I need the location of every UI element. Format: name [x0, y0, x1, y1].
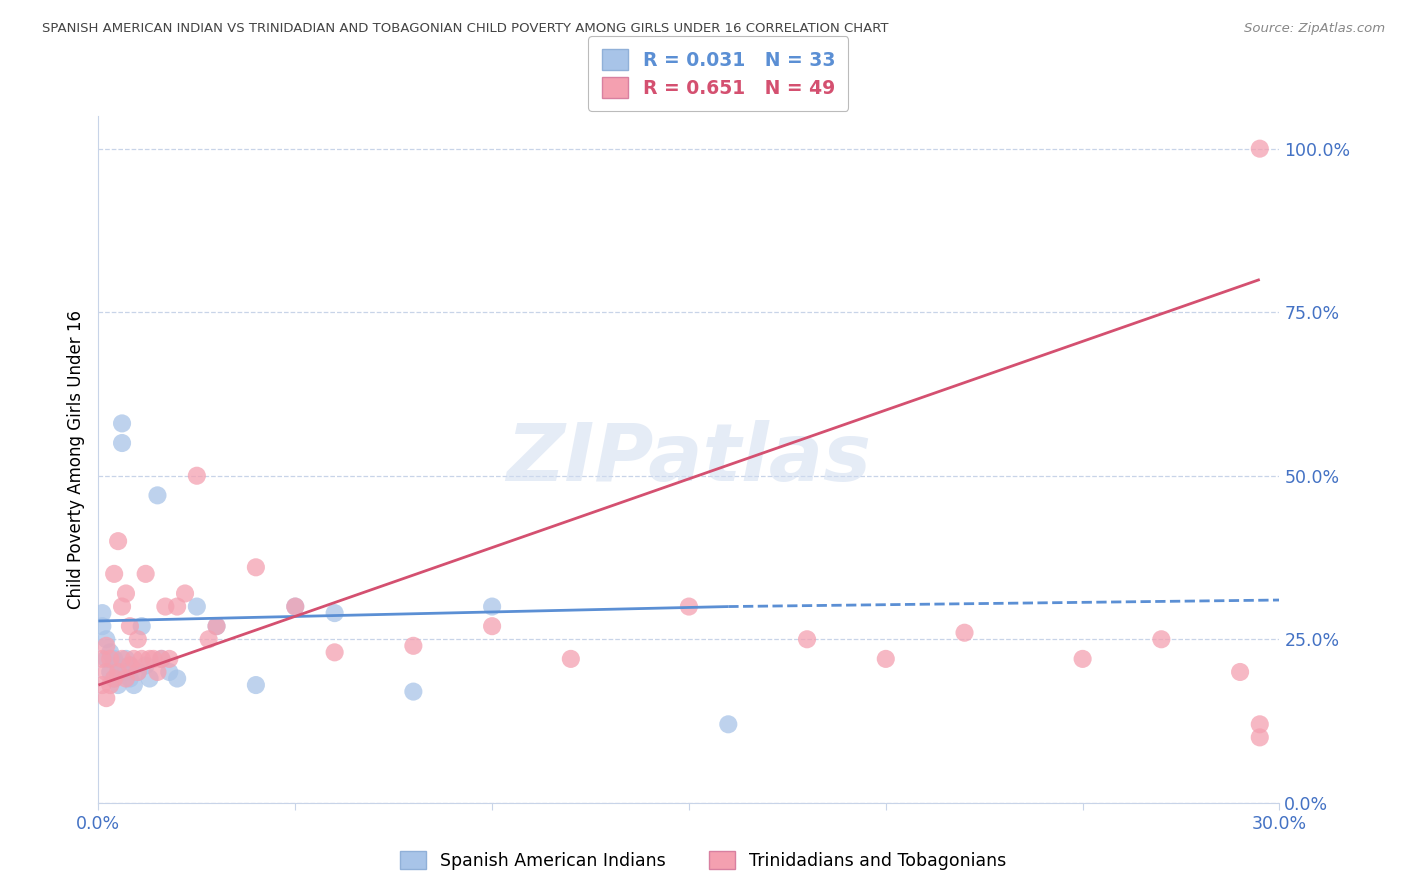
- Point: [98, 645, 121, 659]
- Point: [122, 678, 145, 692]
- Point: [402, 684, 425, 698]
- Point: [115, 672, 138, 686]
- Point: [142, 652, 165, 666]
- Point: [96, 691, 118, 706]
- Point: [118, 619, 141, 633]
- Text: ZIPatlas: ZIPatlas: [506, 420, 872, 499]
- Point: [138, 652, 160, 666]
- Point: [1071, 652, 1094, 666]
- Point: [1150, 632, 1173, 647]
- Point: [1249, 142, 1271, 156]
- Point: [205, 619, 228, 633]
- Point: [157, 665, 180, 679]
- Point: [115, 586, 138, 600]
- Point: [118, 658, 141, 673]
- Point: [131, 652, 153, 666]
- Point: [96, 652, 118, 666]
- Point: [186, 468, 208, 483]
- Point: [107, 658, 129, 673]
- Point: [1249, 731, 1271, 745]
- Point: [91, 606, 114, 620]
- Point: [1229, 665, 1251, 679]
- Point: [245, 560, 267, 574]
- Point: [107, 534, 129, 549]
- Point: [111, 652, 134, 666]
- Point: [96, 632, 118, 647]
- Point: [118, 672, 141, 686]
- Point: [91, 619, 114, 633]
- Point: [91, 678, 114, 692]
- Point: [155, 599, 177, 614]
- Point: [284, 599, 307, 614]
- Point: [146, 665, 169, 679]
- Point: [98, 665, 121, 679]
- Point: [115, 652, 138, 666]
- Point: [875, 652, 897, 666]
- Point: [717, 717, 740, 731]
- Point: [96, 639, 118, 653]
- Point: [481, 599, 503, 614]
- Point: [146, 488, 169, 502]
- Point: [796, 632, 818, 647]
- Point: [560, 652, 582, 666]
- Point: [127, 632, 149, 647]
- Point: [111, 599, 134, 614]
- Point: [150, 652, 173, 666]
- Text: SPANISH AMERICAN INDIAN VS TRINIDADIAN AND TOBAGONIAN CHILD POVERTY AMONG GIRLS : SPANISH AMERICAN INDIAN VS TRINIDADIAN A…: [42, 22, 889, 36]
- Legend: R = 0.031   N = 33, R = 0.651   N = 49: R = 0.031 N = 33, R = 0.651 N = 49: [589, 36, 848, 111]
- Point: [245, 678, 267, 692]
- Point: [197, 632, 219, 647]
- Point: [481, 619, 503, 633]
- Point: [186, 599, 208, 614]
- Point: [91, 652, 114, 666]
- Point: [107, 678, 129, 692]
- Point: [166, 599, 188, 614]
- Point: [98, 678, 121, 692]
- Point: [174, 586, 197, 600]
- Point: [323, 606, 346, 620]
- Point: [103, 566, 125, 581]
- Point: [323, 645, 346, 659]
- Point: [205, 619, 228, 633]
- Point: [150, 652, 173, 666]
- Point: [107, 665, 129, 679]
- Point: [118, 658, 141, 673]
- Point: [103, 652, 125, 666]
- Text: Source: ZipAtlas.com: Source: ZipAtlas.com: [1244, 22, 1385, 36]
- Point: [678, 599, 700, 614]
- Point: [122, 652, 145, 666]
- Point: [138, 672, 160, 686]
- Y-axis label: Child Poverty Among Girls Under 16: Child Poverty Among Girls Under 16: [66, 310, 84, 609]
- Point: [111, 417, 134, 431]
- Point: [402, 639, 425, 653]
- Point: [96, 665, 118, 679]
- Point: [111, 436, 134, 450]
- Point: [284, 599, 307, 614]
- Point: [166, 672, 188, 686]
- Point: [953, 625, 976, 640]
- Point: [127, 665, 149, 679]
- Point: [103, 672, 125, 686]
- Point: [98, 652, 121, 666]
- Point: [135, 566, 157, 581]
- Point: [157, 652, 180, 666]
- Point: [131, 619, 153, 633]
- Legend: Spanish American Indians, Trinidadians and Tobagonians: Spanish American Indians, Trinidadians a…: [391, 843, 1015, 879]
- Point: [135, 658, 157, 673]
- Point: [1249, 717, 1271, 731]
- Point: [127, 665, 149, 679]
- Point: [115, 665, 138, 679]
- Point: [103, 672, 125, 686]
